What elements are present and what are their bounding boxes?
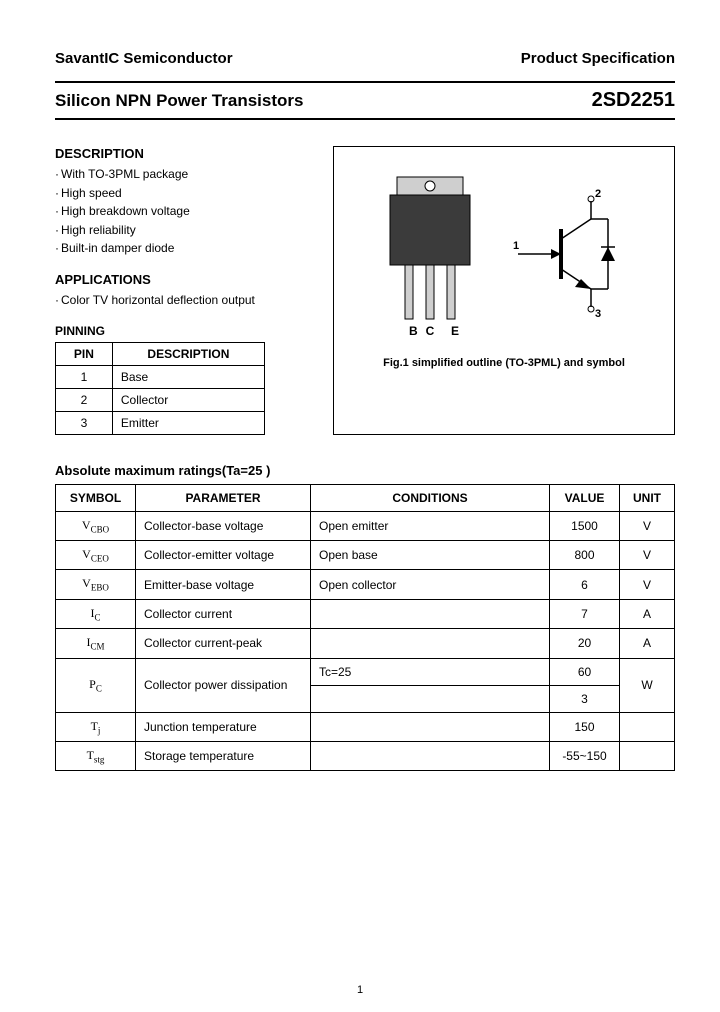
svg-text:B: B [409, 324, 418, 338]
applications-item: Color TV horizontal deflection output [55, 291, 315, 310]
pinning-table: PIN DESCRIPTION 1Base 2Collector 3Emitte… [55, 342, 265, 435]
val: -55~150 [550, 741, 620, 770]
pin-num: 1 [56, 365, 113, 388]
table-row: 2Collector [56, 388, 265, 411]
description-item: Built-in damper diode [55, 239, 315, 258]
param: Emitter-base voltage [136, 570, 311, 599]
table-row: VCEOCollector-emitter voltageOpen base80… [56, 540, 675, 569]
val: 3 [550, 685, 620, 712]
param: Collector-base voltage [136, 511, 311, 540]
svg-text:3: 3 [595, 308, 601, 319]
unit: V [620, 570, 675, 599]
table-row: VEBOEmitter-base voltageOpen collector6V [56, 570, 675, 599]
sym: PC [56, 658, 136, 712]
package-outline-icon: B C E [375, 169, 485, 339]
unit [620, 712, 675, 741]
company-name: SavantIC Semiconductor [55, 50, 233, 67]
svg-text:E: E [451, 324, 459, 338]
part-number: 2SD2251 [592, 89, 675, 112]
param: Storage temperature [136, 741, 311, 770]
applications-list: Color TV horizontal deflection output [55, 291, 315, 310]
col-symbol: SYMBOL [56, 484, 136, 511]
cond [311, 599, 550, 628]
applications-heading: APPLICATIONS [55, 272, 315, 287]
cond [311, 712, 550, 741]
val: 800 [550, 540, 620, 569]
col-value: VALUE [550, 484, 620, 511]
unit: V [620, 540, 675, 569]
col-desc: DESCRIPTION [112, 342, 264, 365]
description-heading: DESCRIPTION [55, 146, 315, 161]
param: Junction temperature [136, 712, 311, 741]
cond: Open base [311, 540, 550, 569]
pinning-heading: PINNING [55, 324, 315, 338]
val: 6 [550, 570, 620, 599]
sym: VCEO [56, 540, 136, 569]
sym: Tj [56, 712, 136, 741]
description-list: With TO-3PML package High speed High bre… [55, 165, 315, 258]
description-item: High reliability [55, 221, 315, 240]
cond: Tc=25 [311, 658, 550, 685]
pin-num: 3 [56, 411, 113, 434]
sym: VCBO [56, 511, 136, 540]
sym: Tstg [56, 741, 136, 770]
val: 60 [550, 658, 620, 685]
figure-caption: Fig.1 simplified outline (TO-3PML) and s… [344, 357, 664, 369]
val: 20 [550, 629, 620, 658]
svg-text:2: 2 [595, 189, 601, 200]
val: 1500 [550, 511, 620, 540]
table-row: ICCollector current 7A [56, 599, 675, 628]
svg-text:C: C [426, 324, 435, 338]
param: Collector power dissipation [136, 658, 311, 712]
description-item: High speed [55, 184, 315, 203]
description-item: With TO-3PML package [55, 165, 315, 184]
unit: W [620, 658, 675, 712]
param: Collector current [136, 599, 311, 628]
table-row: PC Collector power dissipation Tc=25 60 … [56, 658, 675, 685]
product-family: Silicon NPN Power Transistors [55, 91, 303, 111]
unit: A [620, 599, 675, 628]
param: Collector-emitter voltage [136, 540, 311, 569]
transistor-symbol-icon: 1 2 3 [513, 189, 633, 319]
col-cond: CONDITIONS [311, 484, 550, 511]
table-row: PIN DESCRIPTION [56, 342, 265, 365]
pin-desc: Emitter [112, 411, 264, 434]
table-row: TstgStorage temperature -55~150 [56, 741, 675, 770]
table-row: 3Emitter [56, 411, 265, 434]
sym: ICM [56, 629, 136, 658]
table-row: SYMBOL PARAMETER CONDITIONS VALUE UNIT [56, 484, 675, 511]
ratings-table: SYMBOL PARAMETER CONDITIONS VALUE UNIT V… [55, 484, 675, 772]
pin-desc: Collector [112, 388, 264, 411]
svg-text:1: 1 [513, 240, 519, 252]
sym: VEBO [56, 570, 136, 599]
cond [311, 741, 550, 770]
table-row: 1Base [56, 365, 265, 388]
unit: V [620, 511, 675, 540]
cond [311, 629, 550, 658]
spec-label: Product Specification [521, 50, 675, 67]
cond: Open collector [311, 570, 550, 599]
sym: IC [56, 599, 136, 628]
unit: A [620, 629, 675, 658]
pin-desc: Base [112, 365, 264, 388]
col-unit: UNIT [620, 484, 675, 511]
cond [311, 685, 550, 712]
param: Collector current-peak [136, 629, 311, 658]
col-pin: PIN [56, 342, 113, 365]
cond: Open emitter [311, 511, 550, 540]
description-item: High breakdown voltage [55, 202, 315, 221]
val: 7 [550, 599, 620, 628]
table-row: VCBOCollector-base voltageOpen emitter15… [56, 511, 675, 540]
figure-box: B C E 1 2 [333, 146, 675, 435]
ratings-heading: Absolute maximum ratings(Ta=25 ) [55, 463, 675, 478]
page-number: 1 [357, 984, 363, 996]
table-row: ICMCollector current-peak 20A [56, 629, 675, 658]
val: 150 [550, 712, 620, 741]
table-row: TjJunction temperature 150 [56, 712, 675, 741]
col-param: PARAMETER [136, 484, 311, 511]
pin-num: 2 [56, 388, 113, 411]
unit [620, 741, 675, 770]
